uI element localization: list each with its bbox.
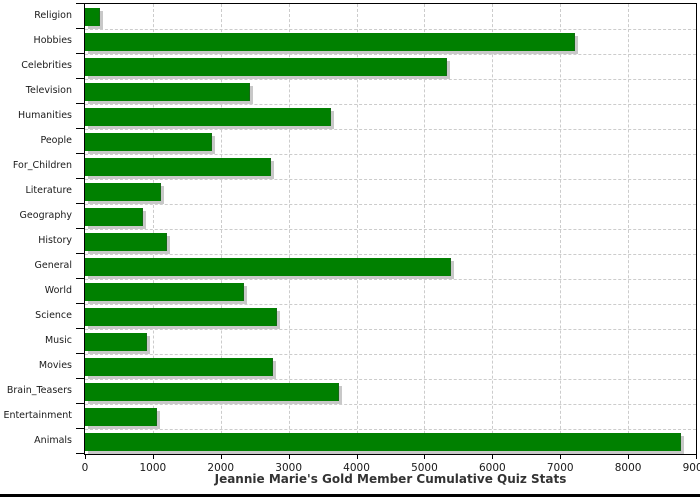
horizontal-gridline <box>85 154 696 155</box>
horizontal-gridline <box>85 29 696 30</box>
bar-movies <box>85 358 273 376</box>
y-axis-tick <box>76 253 84 254</box>
category-label: Religion <box>34 9 72 21</box>
y-axis-tick <box>76 403 84 404</box>
horizontal-gridline <box>85 129 696 130</box>
x-axis-tick <box>424 455 426 459</box>
category-label: Geography <box>19 209 72 221</box>
x-axis-tick <box>152 455 154 459</box>
horizontal-gridline <box>85 79 696 80</box>
category-label: Brain_Teasers <box>6 384 72 396</box>
horizontal-gridline <box>85 379 696 380</box>
y-axis-tick <box>76 153 84 154</box>
category-label: Hobbies <box>33 34 72 46</box>
bar-geography <box>85 208 144 226</box>
category-label: Entertainment <box>3 409 72 421</box>
category-label: World <box>44 284 72 296</box>
bar-brain_teasers <box>85 383 339 401</box>
x-tick-label: 7000 <box>546 462 574 474</box>
horizontal-gridline <box>85 354 696 355</box>
bar-celebrities <box>85 58 448 76</box>
category-label: Television <box>25 84 72 96</box>
x-tick-label: 8000 <box>614 462 642 474</box>
category-label: General <box>34 259 72 271</box>
x-axis-tick <box>560 455 562 459</box>
bar-animals <box>85 433 682 451</box>
bar-humanities <box>85 108 332 126</box>
y-axis-tick <box>76 3 84 4</box>
y-axis-tick <box>76 53 84 54</box>
plot-area <box>84 3 697 455</box>
x-tick-label: 6000 <box>478 462 506 474</box>
y-axis-tick <box>76 228 84 229</box>
y-axis-tick <box>76 278 84 279</box>
y-axis-tick <box>76 303 84 304</box>
x-tick-label: 4000 <box>343 462 370 474</box>
horizontal-gridline <box>85 229 696 230</box>
bar-people <box>85 133 212 151</box>
x-axis-tick <box>356 455 358 459</box>
y-axis-tick <box>76 453 84 454</box>
window-bottom-border <box>0 494 700 497</box>
bar-for_children <box>85 158 271 176</box>
horizontal-gridline <box>85 104 696 105</box>
x-axis-tick <box>220 455 222 459</box>
y-axis-tick <box>76 128 84 129</box>
chart-title: Jeannie Marie's Gold Member Cumulative Q… <box>214 472 567 486</box>
horizontal-gridline <box>85 204 696 205</box>
category-label: Science <box>35 309 72 321</box>
y-axis-tick <box>76 28 84 29</box>
bar-television <box>85 83 251 101</box>
category-label: For_Children <box>12 159 72 171</box>
category-label: History <box>38 234 72 246</box>
x-axis-tick <box>85 455 86 459</box>
category-label: Literature <box>25 184 72 196</box>
bar-hobbies <box>85 33 575 51</box>
bar-religion <box>85 8 101 26</box>
horizontal-gridline <box>85 429 696 430</box>
y-axis-tick <box>76 328 84 329</box>
bar-entertainment <box>85 408 158 426</box>
y-axis-tick <box>76 353 84 354</box>
horizontal-gridline <box>85 329 696 330</box>
x-tick-label: 9000 <box>682 462 700 474</box>
category-label: People <box>40 134 72 146</box>
bar-science <box>85 308 278 326</box>
x-tick-label: 5000 <box>411 462 438 474</box>
horizontal-gridline <box>85 279 696 280</box>
y-axis-tick <box>76 178 84 179</box>
category-label: Movies <box>38 359 72 371</box>
x-tick-label: 1000 <box>139 462 167 474</box>
y-axis-tick <box>76 203 84 204</box>
horizontal-gridline <box>85 179 696 180</box>
horizontal-gridline <box>85 54 696 55</box>
x-axis-tick <box>696 455 697 459</box>
y-axis-tick <box>76 378 84 379</box>
x-axis-tick <box>628 455 630 459</box>
x-tick-label: 3000 <box>275 462 303 474</box>
bar-history <box>85 233 167 251</box>
x-axis-tick <box>492 455 494 459</box>
category-label: Animals <box>34 434 72 446</box>
category-label: Celebrities <box>21 59 72 71</box>
bar-world <box>85 283 245 301</box>
category-label: Music <box>44 334 72 346</box>
bar-music <box>85 333 148 351</box>
horizontal-gridline <box>85 304 696 305</box>
y-axis-tick <box>76 78 84 79</box>
x-tick-label: 0 <box>81 462 89 474</box>
y-axis-tick <box>76 428 84 429</box>
horizontal-gridline <box>85 254 696 255</box>
x-tick-label: 2000 <box>207 462 235 474</box>
x-axis-tick <box>288 455 290 459</box>
bar-general <box>85 258 452 276</box>
horizontal-gridline <box>85 404 696 405</box>
y-axis-tick <box>76 103 84 104</box>
category-label: Humanities <box>17 109 72 121</box>
bar-literature <box>85 183 161 201</box>
